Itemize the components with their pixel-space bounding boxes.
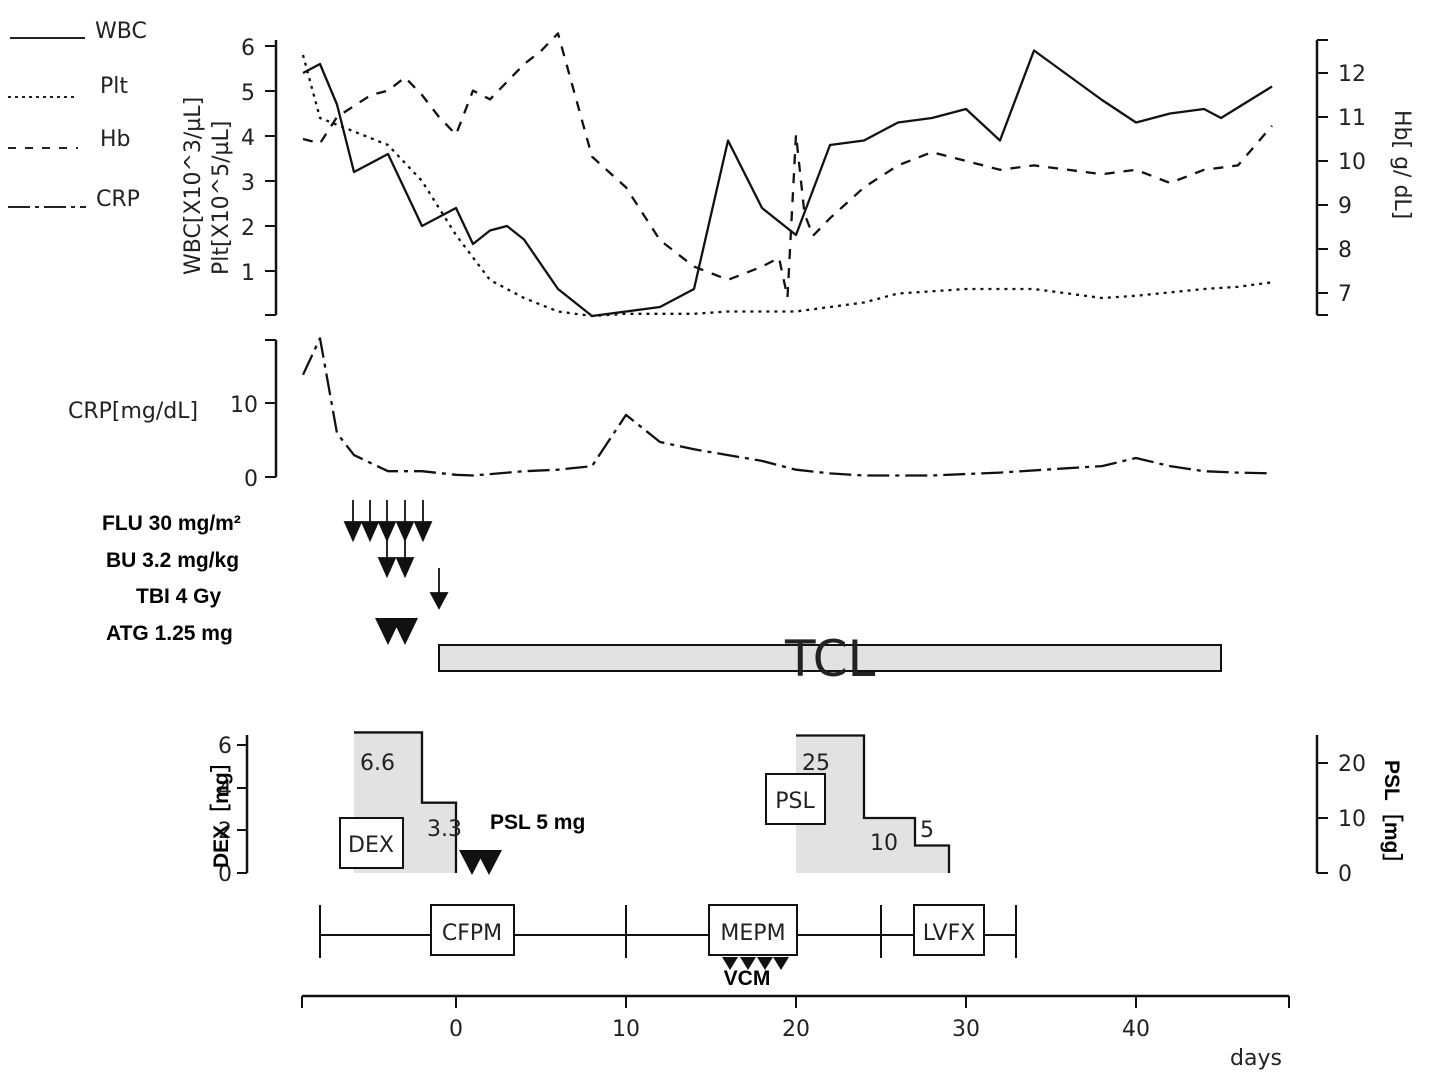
dex-box xyxy=(339,817,404,869)
x-axis: 0 10 20 30 40 days xyxy=(301,994,1290,1071)
psl-step-fill xyxy=(796,735,949,873)
tick-psl-20: 20 xyxy=(1338,752,1366,777)
x-tick-20: 20 xyxy=(782,1017,810,1042)
series-line-plt xyxy=(301,54,1273,318)
series-line-wbc xyxy=(302,49,1273,318)
psl-box xyxy=(765,773,826,825)
series-line-hb xyxy=(302,32,1273,299)
legend-label-crp: CRP xyxy=(96,187,140,212)
legend: WBC Plt Hb CRP xyxy=(8,19,147,212)
psl5-triangles xyxy=(459,850,502,875)
tick-dex-4: 4 xyxy=(218,777,232,802)
steroid-steps xyxy=(354,731,951,873)
dex-axis-label: DEX［mg］ xyxy=(209,751,233,868)
crp-axis-label: CRP[mg/dL] xyxy=(68,399,198,424)
vcm-label: VCM xyxy=(724,967,771,990)
lvfx-label: LVFX xyxy=(923,921,976,946)
mepm-label: MEPM xyxy=(720,921,785,946)
plt-axis-label: Plt[X10^5/µL] xyxy=(209,121,234,275)
atg-triangles xyxy=(375,618,418,645)
tick-psl-0: 0 xyxy=(1338,862,1352,887)
tick-right-12: 12 xyxy=(1338,62,1366,87)
x-tick-10: 10 xyxy=(612,1017,640,1042)
x-axis-label: days xyxy=(1230,1046,1282,1071)
tcl-bar xyxy=(438,644,1222,672)
psl-value-25: 25 xyxy=(802,751,830,776)
steroid-panel: 0 2 4 6 DEX［mg］ 0 10 20 PSL［mg］ DEX 6.6 … xyxy=(209,731,1404,887)
mepm-box xyxy=(708,904,798,956)
vcm-triangles xyxy=(722,957,789,970)
bu-label: BU 3.2 mg/kg xyxy=(106,549,239,572)
tick-right-11: 11 xyxy=(1338,106,1366,131)
cfpm-label: CFPM xyxy=(442,921,502,946)
tick-right-7: 7 xyxy=(1338,282,1352,307)
tick-dex-2: 2 xyxy=(218,819,232,844)
tick-crp-0: 0 xyxy=(244,467,258,492)
tick-dex-0: 0 xyxy=(218,862,232,887)
tick-left-2: 2 xyxy=(241,216,255,241)
tick-crp-10: 10 xyxy=(230,393,258,418)
tick-left-3: 3 xyxy=(241,171,255,196)
flu-label: FLU 30 mg/m² xyxy=(102,512,241,535)
legend-label-plt: Plt xyxy=(100,74,128,99)
series-line-crp xyxy=(301,337,1273,477)
tick-left-4: 4 xyxy=(241,126,255,151)
series-group xyxy=(301,32,1273,477)
crp-axis: 0 10 CRP[mg/dL] xyxy=(68,339,278,492)
antibiotics-timeline: CFPM MEPM LVFX VCM xyxy=(319,904,1017,990)
dex-step-line xyxy=(354,731,458,873)
tbi-label: TBI 4 Gy xyxy=(136,585,222,608)
psl5-label: PSL 5 mg xyxy=(490,811,585,834)
psl-value-10: 10 xyxy=(870,831,898,856)
tick-psl-10: 10 xyxy=(1338,807,1366,832)
tick-right-10: 10 xyxy=(1338,150,1366,175)
tbi-arrow xyxy=(429,568,449,610)
cfpm-box xyxy=(430,904,515,956)
tick-left-5: 5 xyxy=(241,81,255,106)
tick-right-9: 9 xyxy=(1338,194,1352,219)
psl-box-label: PSL xyxy=(775,789,815,814)
psl-axis-label: PSL［mg］ xyxy=(1380,760,1404,874)
dex-value-low: 3.3 xyxy=(427,817,462,842)
x-tick-40: 40 xyxy=(1122,1017,1150,1042)
dex-box-label: DEX xyxy=(348,833,394,858)
tick-right-8: 8 xyxy=(1338,238,1352,263)
legend-label-hb: Hb xyxy=(100,127,131,152)
tick-left-6: 6 xyxy=(241,36,255,61)
dex-value-high: 6.6 xyxy=(360,751,395,776)
legend-label-wbc: WBC xyxy=(95,19,147,44)
tcl-label: TCL xyxy=(784,630,876,688)
x-tick-0: 0 xyxy=(449,1017,463,1042)
treatments: FLU 30 mg/m² BU 3.2 mg/kg TBI 4 Gy ATG 1… xyxy=(102,500,1222,688)
x-tick-30: 30 xyxy=(952,1017,980,1042)
atg-label: ATG 1.25 mg xyxy=(106,622,233,645)
tick-left-1: 1 xyxy=(241,261,255,286)
psl-value-5: 5 xyxy=(920,818,934,843)
hb-axis-label: Hb[ g/ dL] xyxy=(1389,110,1414,219)
tick-dex-6: 6 xyxy=(218,734,232,759)
flu-arrows xyxy=(343,500,433,543)
top-left-axis: 1 2 3 4 5 6 WBC[X10^3/µL] Plt[X10^5/µL] xyxy=(181,36,278,316)
wbc-axis-label: WBC[X10^3/µL] xyxy=(181,97,206,275)
bu-arrows xyxy=(377,540,415,579)
psl-step-line xyxy=(796,734,951,873)
lvfx-box xyxy=(913,904,985,956)
top-right-axis: 7 8 9 10 11 12 Hb[ g/ dL] xyxy=(1315,39,1414,316)
